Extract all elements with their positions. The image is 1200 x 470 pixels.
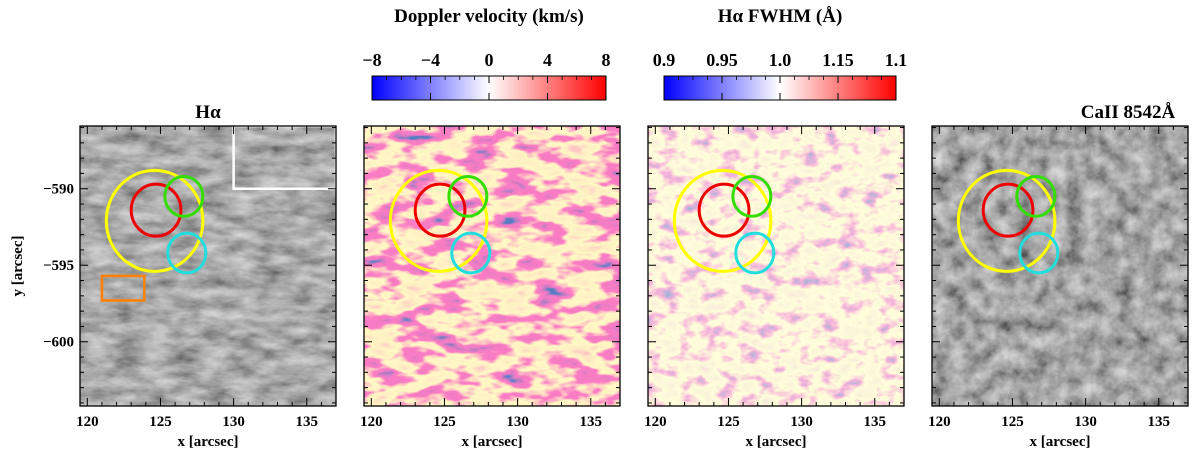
panel-fwhm: 120 125 130 135 x [arcsec] bbox=[644, 125, 905, 450]
colorbar-tick-label: 1.1 bbox=[885, 50, 908, 70]
x-tick-label: 125 bbox=[1001, 414, 1024, 430]
yellow-circle-panel-doppler bbox=[388, 168, 489, 273]
panel-image-halpha bbox=[80, 126, 336, 406]
panel-halpha: 120 125 130 135 x [arcsec] Hα bbox=[76, 102, 338, 450]
colorbar-tick-label: 0.9 bbox=[653, 50, 676, 70]
y-tick-label: −590 bbox=[43, 182, 74, 198]
x-tick-label: 125 bbox=[149, 414, 172, 430]
colorbar-tick-label: −4 bbox=[421, 50, 440, 70]
cyan-circle-panel-fwhm bbox=[734, 231, 776, 275]
orange-box bbox=[100, 274, 146, 302]
x-tick-label: 135 bbox=[863, 414, 886, 430]
colorbar-tick-label: 0 bbox=[485, 50, 494, 70]
x-tick-label: 120 bbox=[928, 414, 951, 430]
colorbar-fwhm: Hα FWHM (Å) 0.9 0.95 1.0 1.15 1.1 bbox=[653, 6, 908, 101]
x-axis-label: x [arcsec] bbox=[462, 434, 523, 450]
panel-frame-ca bbox=[931, 125, 1189, 407]
x-tick-label: 120 bbox=[76, 414, 99, 430]
red-circle-panel-doppler bbox=[413, 182, 467, 238]
colorbar-tick-label: 8 bbox=[602, 50, 611, 70]
x-tick-label: 135 bbox=[295, 414, 318, 430]
colorbar-tick-label: −8 bbox=[362, 50, 381, 70]
panel-doppler: 120 125 130 135 x [arcsec] bbox=[360, 125, 621, 450]
x-axis-label: x [arcsec] bbox=[178, 434, 239, 450]
green-circle-panel-ca bbox=[1015, 174, 1057, 218]
red-circle-panel-fwhm bbox=[697, 182, 751, 238]
cyan-circle-panel-halpha bbox=[166, 231, 208, 275]
x-tick-label: 135 bbox=[579, 414, 602, 430]
colorbar-tick-label: 4 bbox=[543, 50, 552, 70]
x-tick-label: 135 bbox=[1147, 414, 1170, 430]
yellow-circle-panel-ca bbox=[956, 168, 1057, 273]
panel-title-halpha: Hα bbox=[195, 102, 221, 123]
x-tick-label: 130 bbox=[506, 414, 529, 430]
red-circle-panel-halpha bbox=[129, 182, 183, 238]
colorbar-title-doppler: Doppler velocity (km/s) bbox=[394, 6, 584, 27]
x-tick-label: 130 bbox=[790, 414, 813, 430]
x-tick-label: 120 bbox=[644, 414, 667, 430]
y-tick-label: −595 bbox=[43, 258, 74, 274]
colorbar-title-fwhm: Hα FWHM (Å) bbox=[718, 6, 843, 27]
x-tick-label: 130 bbox=[222, 414, 245, 430]
colorbar-tick-label: 1.15 bbox=[822, 50, 854, 70]
panels-layer: 120 125 130 135 x [arcsec] Hα 120 125 130 135 x [a… bbox=[10, 102, 1189, 450]
y-axis-label: y [arcsec] bbox=[10, 236, 26, 297]
colorbar-tick-label: 1.0 bbox=[769, 50, 792, 70]
green-circle-panel-doppler bbox=[447, 174, 489, 218]
colorbars-layer: Doppler velocity (km/s) −8 −4 0 4 8 Hα FWHM (Å… bbox=[362, 6, 908, 101]
x-tick-label: 120 bbox=[360, 414, 383, 430]
panel-image-doppler bbox=[364, 126, 620, 406]
panel-image-fwhm bbox=[648, 126, 904, 406]
cyan-circle-panel-ca bbox=[1018, 231, 1060, 275]
panel-ca: 120 125 130 135 x [arcsec] CaII 8542Å bbox=[928, 102, 1189, 450]
yellow-circle-panel-fwhm bbox=[672, 168, 773, 273]
cyan-circle-panel-doppler bbox=[450, 231, 492, 275]
yellow-circle-panel-halpha bbox=[104, 168, 205, 273]
green-circle-panel-fwhm bbox=[731, 174, 773, 218]
green-circle-panel-halpha bbox=[163, 174, 205, 218]
panel-frame-halpha bbox=[79, 125, 337, 407]
panel-image-ca bbox=[932, 126, 1188, 406]
panel-frame-doppler bbox=[363, 125, 621, 407]
x-axis-label: x [arcsec] bbox=[1030, 434, 1091, 450]
panel-frame-fwhm bbox=[647, 125, 905, 407]
red-circle-panel-ca bbox=[981, 182, 1035, 238]
colorbar-doppler: Doppler velocity (km/s) −8 −4 0 4 8 bbox=[362, 6, 611, 101]
x-tick-label: 125 bbox=[433, 414, 456, 430]
x-tick-label: 130 bbox=[1074, 414, 1097, 430]
colorbar-tick-label: 0.95 bbox=[706, 50, 738, 70]
y-tick-label: −600 bbox=[43, 335, 74, 351]
x-tick-label: 125 bbox=[717, 414, 740, 430]
x-axis-label: x [arcsec] bbox=[746, 434, 807, 450]
panel-title-ca: CaII 8542Å bbox=[1081, 102, 1176, 123]
